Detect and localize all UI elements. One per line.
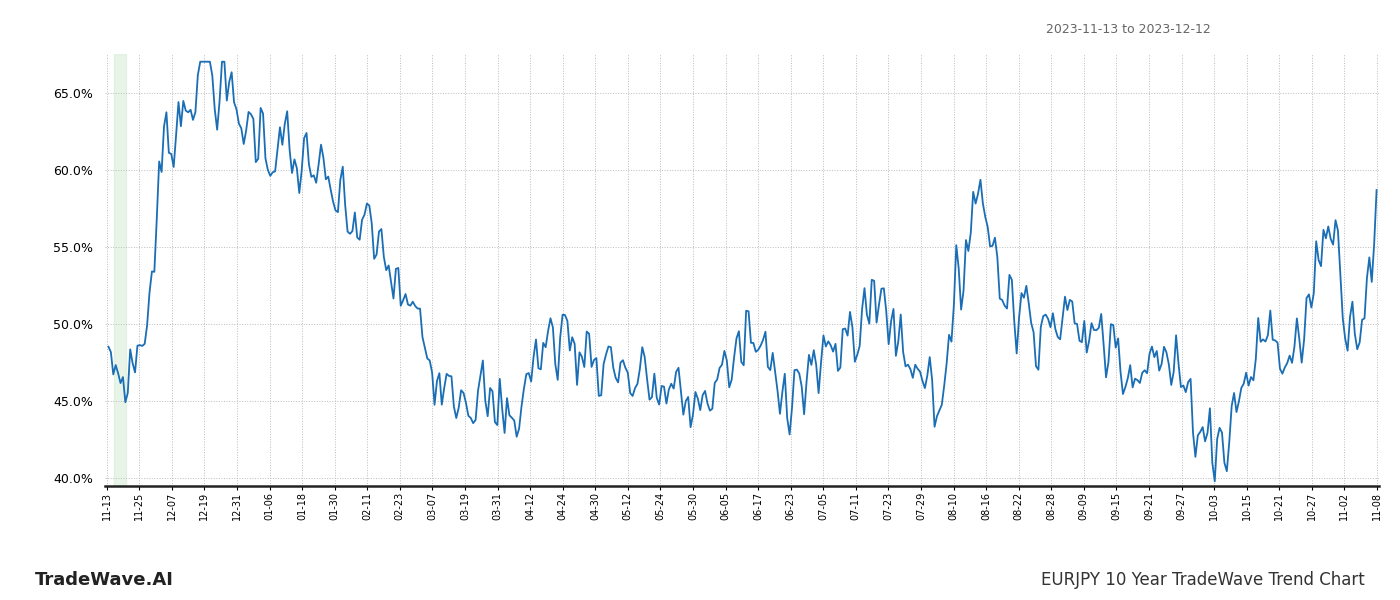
- Text: EURJPY 10 Year TradeWave Trend Chart: EURJPY 10 Year TradeWave Trend Chart: [1042, 571, 1365, 589]
- Text: TradeWave.AI: TradeWave.AI: [35, 571, 174, 589]
- Bar: [115, 54, 126, 486]
- Text: 2023-11-13 to 2023-12-12: 2023-11-13 to 2023-12-12: [1046, 23, 1211, 36]
